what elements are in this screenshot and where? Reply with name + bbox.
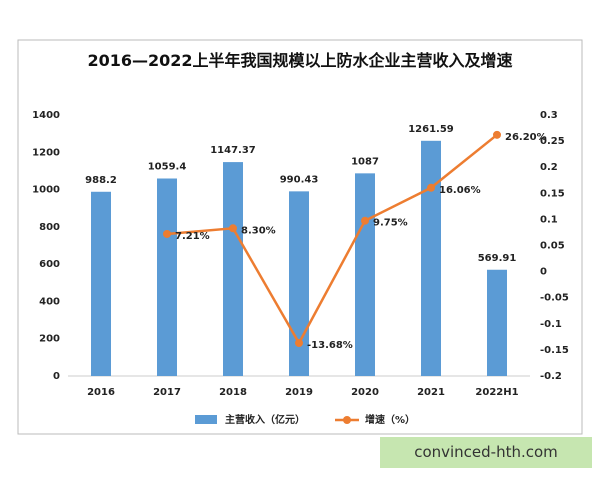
y2-tick-label: 0.15 <box>540 188 565 199</box>
y2-tick-label: -0.05 <box>540 293 569 304</box>
y-tick-label: 600 <box>39 259 60 270</box>
y2-tick-label: -0.1 <box>540 319 562 330</box>
y2-tick-label: -0.15 <box>540 345 569 356</box>
line-point <box>493 130 501 139</box>
line-value-label: 9.75% <box>373 218 408 229</box>
y-tick-label: 1000 <box>32 185 60 196</box>
legend-swatch <box>195 415 217 424</box>
bar-value-label: 1059.4 <box>148 161 187 172</box>
y2-tick-label: 0.3 <box>540 110 558 121</box>
y2-tick-label: 0.25 <box>540 136 565 147</box>
x-tick-label: 2019 <box>285 387 313 398</box>
bar <box>91 191 111 376</box>
x-tick-label: 2022H1 <box>475 387 518 398</box>
bar <box>355 173 375 376</box>
chart-title: 2016—2022上半年我国规模以上防水企业主营收入及增速 <box>87 51 513 70</box>
y-tick-label: 1200 <box>32 147 60 158</box>
legend-swatch <box>343 416 351 424</box>
bar-value-label: 990.43 <box>280 174 319 185</box>
y2-tick-label: 0.05 <box>540 241 565 252</box>
legend-label: 增速（%） <box>365 413 415 426</box>
bar-value-label: 1261.59 <box>408 124 454 135</box>
line-point <box>295 339 303 348</box>
y-tick-label: 0 <box>53 371 60 382</box>
y-tick-label: 800 <box>39 222 60 233</box>
site-badge: convinced-hth.com <box>380 437 592 468</box>
x-tick-label: 2021 <box>417 387 445 398</box>
line-value-label: 26.20% <box>505 132 547 143</box>
y2-tick-label: 0.1 <box>540 214 558 225</box>
bar <box>223 162 243 376</box>
bar <box>487 269 507 376</box>
bar-value-label: 1147.37 <box>210 145 256 156</box>
bar-value-label: 1087 <box>351 156 379 167</box>
x-tick-label: 2016 <box>87 387 115 398</box>
y-tick-label: 400 <box>39 296 60 307</box>
y-tick-label: 1400 <box>32 110 60 121</box>
line-point <box>229 224 237 233</box>
y2-tick-label: -0.2 <box>540 371 562 382</box>
x-tick-label: 2018 <box>219 387 247 398</box>
legend-label: 主营收入（亿元） <box>225 413 305 426</box>
bar-value-label: 569.91 <box>478 253 517 264</box>
line-point <box>163 229 171 238</box>
x-tick-label: 2020 <box>351 387 379 398</box>
bar <box>157 178 177 376</box>
line-value-label: 16.06% <box>439 185 481 196</box>
y2-tick-label: 0.2 <box>540 162 558 173</box>
bar <box>421 140 441 376</box>
line-point <box>361 216 369 225</box>
chart-frame <box>17 39 583 435</box>
y-tick-label: 200 <box>39 334 60 345</box>
line-value-label: 8.30% <box>241 225 276 236</box>
line-value-label: -13.68% <box>307 340 353 351</box>
x-tick-label: 2017 <box>153 387 181 398</box>
bar-value-label: 988.2 <box>85 175 117 186</box>
line <box>166 133 498 346</box>
y2-tick-label: 0 <box>540 267 547 278</box>
line-point <box>427 183 435 192</box>
bar <box>289 191 309 376</box>
line-value-label: 7.21% <box>175 231 210 242</box>
